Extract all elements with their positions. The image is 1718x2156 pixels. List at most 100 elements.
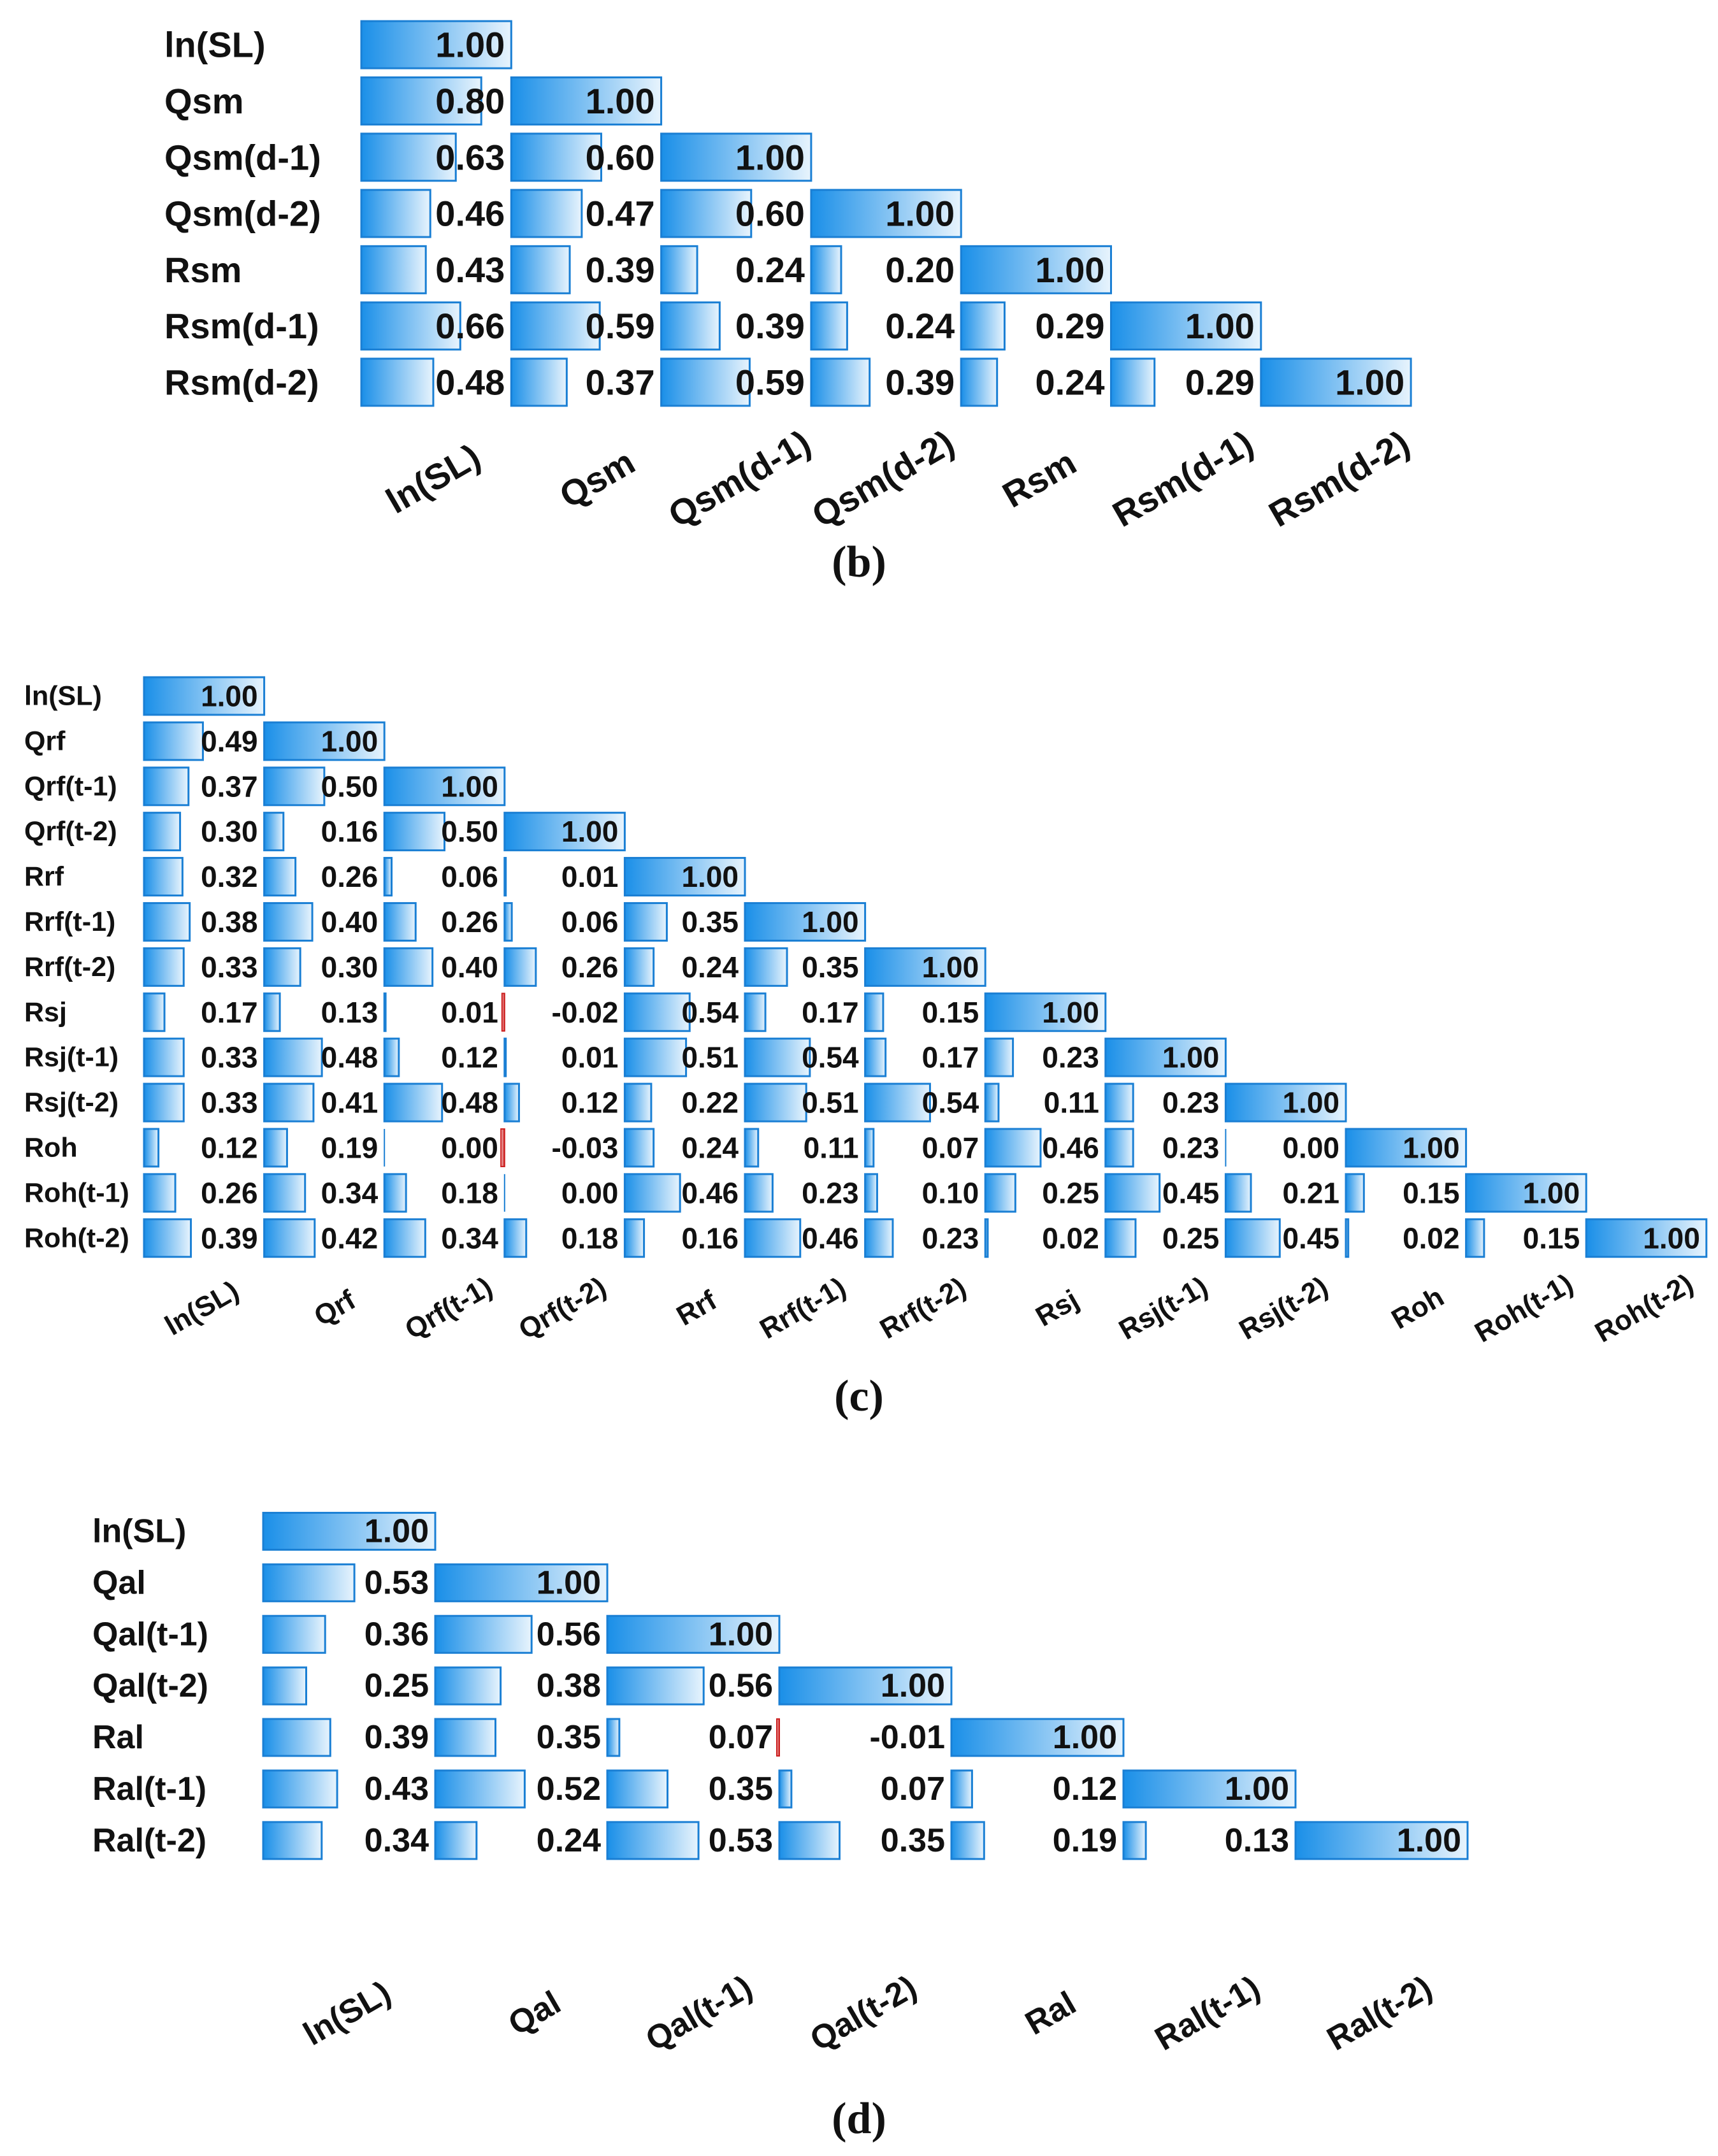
data-bar — [1104, 1218, 1137, 1258]
data-bar — [1110, 301, 1262, 351]
data-bar — [623, 857, 746, 897]
data-bar — [383, 766, 506, 807]
data-bar — [143, 1082, 185, 1123]
data-bar — [360, 301, 461, 351]
data-bar — [606, 1821, 700, 1860]
data-label: 0.23 — [1042, 1041, 1099, 1074]
row-label-rrf-t-1: Rrf(t-1) — [24, 907, 115, 937]
data-label: 1.00 — [435, 25, 505, 65]
data-label: 0.25 — [1162, 1221, 1220, 1254]
data-bar — [263, 992, 281, 1032]
data-bar — [660, 189, 753, 238]
data-label: 0.23 — [1162, 1086, 1220, 1119]
data-label: 0.38 — [201, 905, 258, 938]
data-bar — [984, 992, 1107, 1032]
data-label: 0.52 — [537, 1771, 601, 1807]
data-label: 0.07 — [709, 1719, 773, 1756]
data-bar — [143, 857, 184, 897]
data-label: 0.37 — [586, 362, 655, 402]
column-label-roh-t-1: Roh(t-1) — [1469, 1268, 1578, 1349]
data-label: 0.35 — [802, 951, 859, 984]
data-label: 0.24 — [537, 1822, 601, 1859]
data-label: 0.59 — [586, 306, 655, 346]
column-label-qsm-d-1: Qsm(d-1) — [661, 422, 817, 535]
data-label: 0.15 — [1523, 1221, 1580, 1254]
row-label-ral-t-1: Ral(t-1) — [92, 1771, 206, 1807]
data-label: 0.01 — [441, 996, 498, 1029]
data-label: 1.00 — [681, 860, 739, 893]
data-bar — [984, 1037, 1014, 1077]
data-label: 0.43 — [365, 1771, 429, 1807]
data-label: 0.40 — [441, 951, 498, 984]
data-bar — [262, 1511, 437, 1551]
data-label: 0.26 — [201, 1176, 258, 1209]
data-label: -0.01 — [869, 1719, 945, 1756]
data-label: 0.66 — [435, 306, 505, 346]
row-label-roh-t-2: Roh(t-2) — [24, 1223, 129, 1253]
data-label: 1.00 — [365, 1513, 429, 1549]
data-label: 0.21 — [1282, 1176, 1339, 1209]
data-bar — [1122, 1821, 1147, 1860]
data-bar — [810, 245, 842, 294]
data-bar — [143, 1218, 192, 1258]
data-label: 0.46 — [1042, 1131, 1099, 1164]
column-label-rrf: Rrf — [671, 1284, 722, 1332]
data-bar — [1585, 1218, 1708, 1258]
data-label: 0.18 — [441, 1176, 498, 1209]
data-label: 0.49 — [201, 724, 258, 758]
data-bar — [510, 301, 601, 351]
data-bar — [810, 357, 871, 407]
data-bar — [263, 721, 386, 761]
column-label-rsm-d-2: Rsm(d-2) — [1262, 422, 1417, 535]
column-label-ral: Ral — [1019, 1985, 1082, 2043]
data-label: 0.36 — [365, 1616, 429, 1653]
data-label: 0.54 — [922, 1086, 979, 1119]
data-label: 0.34 — [441, 1221, 498, 1254]
data-bar — [1224, 1173, 1252, 1213]
data-bar — [383, 812, 446, 852]
data-label: 1.00 — [1225, 1771, 1289, 1807]
data-bar — [263, 1128, 288, 1168]
data-bar — [143, 992, 166, 1032]
data-label: 0.16 — [681, 1221, 739, 1254]
data-bar — [383, 1218, 426, 1258]
data-bar — [360, 189, 431, 238]
data-label: 0.39 — [735, 306, 805, 346]
row-label-qal-t-1: Qal(t-1) — [92, 1616, 208, 1653]
data-bar — [984, 1128, 1042, 1168]
data-bar — [503, 1037, 507, 1077]
data-bar — [1260, 357, 1412, 407]
row-label-ln-sl: ln(SL) — [164, 25, 266, 65]
data-bar — [503, 857, 507, 897]
data-bar — [360, 133, 457, 182]
data-label: 0.59 — [735, 362, 805, 402]
data-label: 1.00 — [1643, 1221, 1700, 1254]
data-label: 0.25 — [365, 1667, 429, 1704]
data-label: 1.00 — [1397, 1822, 1461, 1859]
data-bar-negative — [776, 1718, 780, 1757]
data-bar — [950, 1769, 973, 1809]
data-bar — [778, 1666, 953, 1706]
data-label: 0.15 — [1403, 1176, 1460, 1209]
data-label: 1.00 — [881, 1667, 945, 1704]
data-bar — [434, 1563, 609, 1602]
data-bar — [263, 1082, 315, 1123]
data-label: 0.24 — [681, 1131, 739, 1164]
data-bar — [623, 1128, 655, 1168]
data-label: 1.00 — [1042, 996, 1099, 1029]
row-label-rsj-t-1: Rsj(t-1) — [24, 1042, 119, 1073]
data-bar — [1104, 1037, 1227, 1077]
data-bar — [950, 1718, 1125, 1757]
column-label-qal-t-1: Qal(t-1) — [640, 1969, 759, 2059]
data-bar — [1345, 1218, 1350, 1258]
data-bar — [383, 902, 417, 942]
data-bar — [984, 1173, 1016, 1213]
data-label: 0.13 — [1225, 1822, 1289, 1859]
data-bar — [778, 1821, 841, 1860]
data-bar — [510, 189, 583, 238]
data-bar — [503, 1218, 528, 1258]
panel-caption: (d) — [832, 2094, 886, 2143]
data-bar — [810, 301, 848, 351]
data-label: 0.33 — [201, 951, 258, 984]
data-label: 0.24 — [885, 306, 955, 346]
